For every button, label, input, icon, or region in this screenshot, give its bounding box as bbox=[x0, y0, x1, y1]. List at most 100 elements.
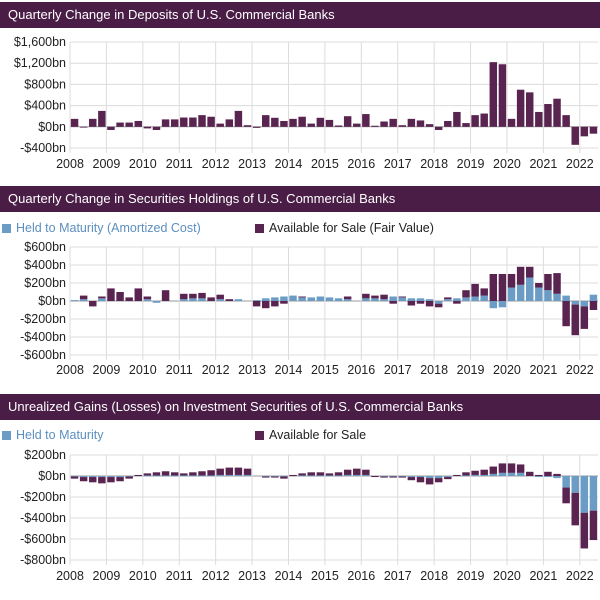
x-tick-label: 2010 bbox=[129, 363, 157, 377]
bar-afs bbox=[589, 510, 598, 541]
bar-afs bbox=[289, 474, 297, 476]
bar-htm bbox=[353, 474, 361, 476]
bar bbox=[307, 123, 315, 127]
bar bbox=[225, 119, 234, 127]
x-tick-label: 2009 bbox=[93, 363, 121, 377]
legend-htm: Held to Maturity (Amortized Cost) bbox=[2, 221, 201, 235]
bar bbox=[553, 98, 561, 127]
bar-afs bbox=[362, 293, 370, 299]
bar-afs bbox=[116, 292, 124, 301]
bar-htm bbox=[143, 299, 152, 301]
bar bbox=[516, 89, 525, 127]
legend-htm-2: Held to Maturity bbox=[2, 428, 104, 442]
bar-afs bbox=[535, 283, 543, 288]
bar bbox=[234, 110, 243, 127]
x-tick-label: 2013 bbox=[238, 157, 266, 171]
x-tick-label: 2022 bbox=[566, 157, 594, 171]
legend-afs-2-label: Available for Sale bbox=[269, 428, 367, 442]
y-tick-label: -$800bn bbox=[20, 553, 66, 567]
bar-afs bbox=[562, 301, 570, 327]
bar-htm bbox=[225, 474, 234, 476]
bar-htm bbox=[489, 301, 498, 309]
bar bbox=[107, 126, 115, 130]
bar-htm bbox=[198, 298, 206, 301]
x-tick-label: 2012 bbox=[202, 363, 230, 377]
bar bbox=[471, 115, 479, 127]
bar-afs bbox=[207, 470, 215, 476]
bar-htm bbox=[234, 299, 243, 301]
bar-afs bbox=[216, 294, 224, 300]
bar-afs bbox=[334, 472, 343, 476]
bar-htm bbox=[79, 299, 88, 301]
bar-afs bbox=[89, 301, 97, 307]
bar-htm bbox=[462, 297, 470, 301]
bar-htm bbox=[70, 300, 79, 301]
x-tick-label: 2015 bbox=[311, 157, 339, 171]
bar bbox=[261, 115, 270, 127]
bar-htm bbox=[471, 296, 479, 301]
x-tick-label: 2018 bbox=[420, 569, 448, 583]
bar-afs bbox=[189, 472, 197, 476]
bar bbox=[489, 62, 498, 127]
y-tick-label: -$400bn bbox=[20, 141, 66, 155]
bar-afs bbox=[79, 295, 88, 300]
bar-htm bbox=[252, 300, 261, 301]
bar-htm bbox=[571, 301, 579, 305]
bar-afs bbox=[134, 474, 143, 476]
bar-htm bbox=[407, 298, 416, 301]
bar-afs bbox=[261, 476, 270, 478]
bar-htm bbox=[325, 475, 334, 477]
bar bbox=[444, 120, 452, 127]
bar-afs bbox=[516, 464, 525, 473]
bar-htm bbox=[116, 476, 124, 478]
bar-htm bbox=[261, 298, 270, 301]
bar-afs bbox=[589, 301, 598, 310]
bar-htm bbox=[343, 474, 352, 476]
bar-htm bbox=[562, 295, 570, 301]
bar-afs bbox=[580, 512, 589, 549]
x-tick-label: 2014 bbox=[275, 363, 303, 377]
bar-afs bbox=[79, 477, 88, 482]
bar-htm bbox=[389, 476, 397, 477]
x-tick-label: 2008 bbox=[56, 569, 84, 583]
chart-3-title: Unrealized Gains (Losses) on Investment … bbox=[0, 394, 600, 420]
bar-htm bbox=[125, 476, 133, 477]
bar-afs bbox=[325, 473, 334, 476]
bar-htm bbox=[198, 475, 206, 477]
bar-htm bbox=[79, 476, 88, 478]
bar-afs bbox=[489, 466, 498, 474]
bar-afs bbox=[444, 297, 452, 300]
y-tick-label: $800bn bbox=[24, 77, 66, 91]
bar bbox=[434, 126, 443, 130]
bar-afs bbox=[507, 463, 516, 473]
bar-afs bbox=[416, 301, 425, 304]
bar bbox=[398, 125, 407, 127]
x-tick-label: 2019 bbox=[457, 363, 485, 377]
bar-htm bbox=[243, 474, 252, 476]
bar-afs bbox=[480, 469, 488, 475]
bar-afs bbox=[98, 477, 106, 484]
bar-htm bbox=[425, 476, 434, 479]
x-tick-label: 2011 bbox=[166, 157, 193, 171]
bar-afs bbox=[252, 301, 261, 307]
bar-htm bbox=[152, 301, 161, 303]
bar-afs bbox=[380, 476, 388, 478]
chart-1-title: Quarterly Change in Deposits of U.S. Com… bbox=[0, 2, 600, 28]
bar-htm bbox=[70, 476, 79, 477]
bar-afs bbox=[225, 467, 234, 475]
bar bbox=[271, 117, 279, 127]
bar-afs bbox=[180, 473, 188, 476]
bar bbox=[416, 120, 425, 127]
bar-afs bbox=[225, 299, 234, 301]
x-tick-label: 2011 bbox=[166, 363, 193, 377]
x-tick-label: 2020 bbox=[493, 157, 521, 171]
bar-afs bbox=[152, 472, 161, 476]
bar-htm bbox=[434, 476, 443, 479]
y-tick-label: $200bn bbox=[24, 448, 66, 462]
bar-htm bbox=[325, 297, 334, 301]
bar-afs bbox=[462, 290, 470, 298]
bar bbox=[380, 121, 388, 127]
bar-afs bbox=[89, 477, 97, 483]
y-tick-label: $400bn bbox=[24, 99, 66, 113]
bar-afs bbox=[516, 266, 525, 285]
